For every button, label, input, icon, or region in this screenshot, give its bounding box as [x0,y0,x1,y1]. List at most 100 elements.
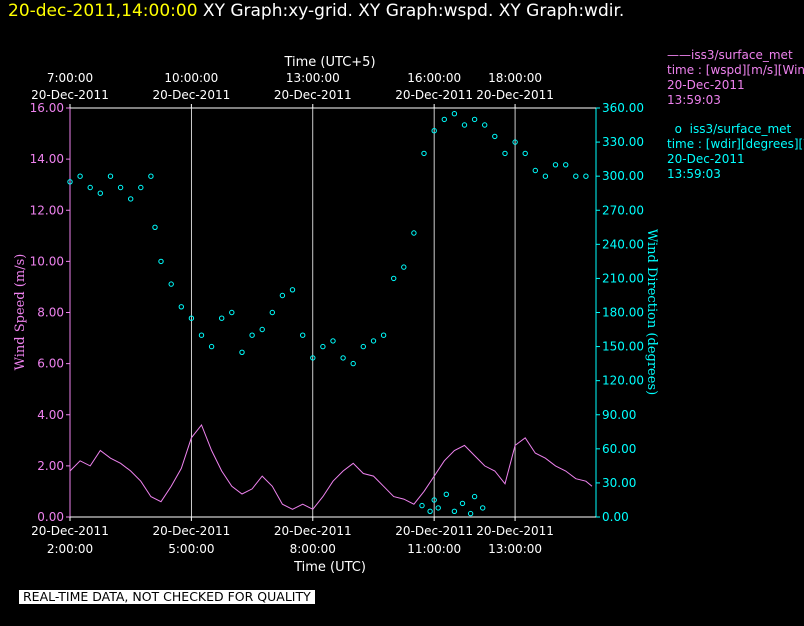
top-tick-date: 20-Dec-2011 [153,88,231,102]
top-tick-time: 13:00:00 [286,71,340,85]
wdir-point [128,196,134,202]
wdir-point [451,508,458,514]
wdir-point [269,309,275,316]
left-tick-label: 8.00 [37,306,64,320]
right-tick-label: 360.00 [602,101,644,115]
legend-wspd-date: 20-Dec-2011 [667,78,745,92]
wdir-point [542,173,549,179]
wdir-point [435,505,441,511]
wdir-point [471,116,478,123]
wdir-point [370,338,377,344]
top-axis-label: Time (UTC+5) [283,55,375,70]
wdir-point [502,150,508,157]
wdir-point [77,173,83,179]
wdir-point [360,343,366,350]
left-tick-label: 2.00 [37,459,64,473]
top-axis-ticks: 7:00:00 20-Dec-2011 10:00:00 20-Dec-2011 13:… [31,71,554,108]
left-tick-label: 6.00 [37,357,64,371]
right-tick-label: 330.00 [602,135,644,149]
wdir-point [310,355,316,361]
right-tick-label: 270.00 [602,203,644,217]
wdir-point [259,326,265,333]
legend-wspd: ——iss3/surface_met time : [wspd][m/s][Wi… [667,48,804,108]
wdir-point [340,355,346,361]
bottom-tick-date: 20-Dec-2011 [395,524,473,538]
top-tick-date: 20-Dec-2011 [31,88,109,102]
bottom-tick-date: 20-Dec-2011 [31,524,109,538]
wdir-point [583,173,589,179]
wdir-point [67,179,73,185]
top-tick-date: 20-Dec-2011 [476,88,554,102]
wdir-point [391,275,397,282]
right-tick-label: 180.00 [602,306,644,320]
left-tick-label: 12.00 [30,203,64,217]
wdir-point [279,292,286,299]
wdir-point [249,332,255,338]
wdir-point [300,332,306,338]
wdir-point [459,500,466,507]
wdir-point [522,150,528,157]
left-tick-label: 14.00 [30,152,64,166]
left-tick-label: 4.00 [37,408,64,422]
wdir-point [451,111,458,117]
wdir-point [421,150,427,157]
wdir-point [480,505,486,511]
legend-wdir-date: 20-Dec-2011 [667,152,745,166]
wdir-point [532,167,538,174]
right-tick-label: 150.00 [602,340,644,354]
legend-wdir-time: 13:59:03 [667,167,721,181]
bottom-axis-ticks: 20-Dec-2011 2:00:00 20-Dec-2011 5:00:00 20-D… [31,517,554,556]
wdir-point [471,493,478,500]
wdir-point [208,343,215,350]
wdir-point [107,173,114,179]
right-tick-label: 60.00 [602,442,636,456]
right-axis-ticks: 0.00 30.00 60.00 90.00 120.00 150.00 180.00 210… [596,101,644,524]
plot-area [69,107,597,518]
bottom-tick-time: 5:00:00 [168,542,214,556]
wdir-point [380,332,387,338]
right-tick-label: 210.00 [602,271,644,285]
wdir-point [461,122,468,128]
legend-wspd-time: 13:59:03 [667,93,721,107]
wdir-point [441,116,447,123]
wdir-point [178,304,185,310]
wdir-point [419,502,425,509]
wdir-point [411,230,417,236]
bottom-tick-date: 20-Dec-2011 [274,524,352,538]
left-tick-label: 0.00 [37,510,64,524]
wdir-point [512,139,518,145]
wdir-point [158,258,164,265]
wdir-point [138,184,144,191]
right-tick-label: 240.00 [602,237,644,251]
wdir-point [289,287,296,293]
top-tick-time: 7:00:00 [47,71,93,85]
wdir-point [239,349,245,355]
wdir-point [552,162,559,168]
right-tick-label: 120.00 [602,374,644,388]
right-tick-label: 0.00 [602,510,629,524]
right-tick-label: 90.00 [602,408,636,422]
wdir-point [148,173,154,179]
wdir-point [188,315,195,321]
legend-wdir-line1: time : [wdir][degrees][Wind [667,137,804,151]
wspd-line [69,424,593,510]
wdir-point [198,332,205,338]
top-tick-date: 20-Dec-2011 [274,88,352,102]
wdir-point [152,224,158,231]
right-tick-label: 30.00 [602,476,636,490]
legend-wspd-line1: time : [wspd][m/s][Wind [667,63,804,77]
left-axis-ticks: 0.00 2.00 4.00 6.00 8.00 10.00 12.00 14.00 16.00 [30,101,70,524]
right-axis-label: Wind Direction (degrees) [644,229,659,395]
wdir-point [401,264,407,270]
wdir-point [563,162,569,168]
top-tick-time: 10:00:00 [164,71,218,85]
wdir-point [482,122,488,128]
wdir-point [427,508,433,514]
wdir-point [431,497,437,503]
legend-wdir-name: o iss3/surface_met [667,122,792,136]
top-tick-time: 16:00:00 [407,71,461,85]
quality-notice: REAL-TIME DATA, NOT CHECKED FOR QUALITY [19,590,315,604]
bottom-tick-date: 20-Dec-2011 [476,524,554,538]
bottom-tick-time: 8:00:00 [290,542,336,556]
